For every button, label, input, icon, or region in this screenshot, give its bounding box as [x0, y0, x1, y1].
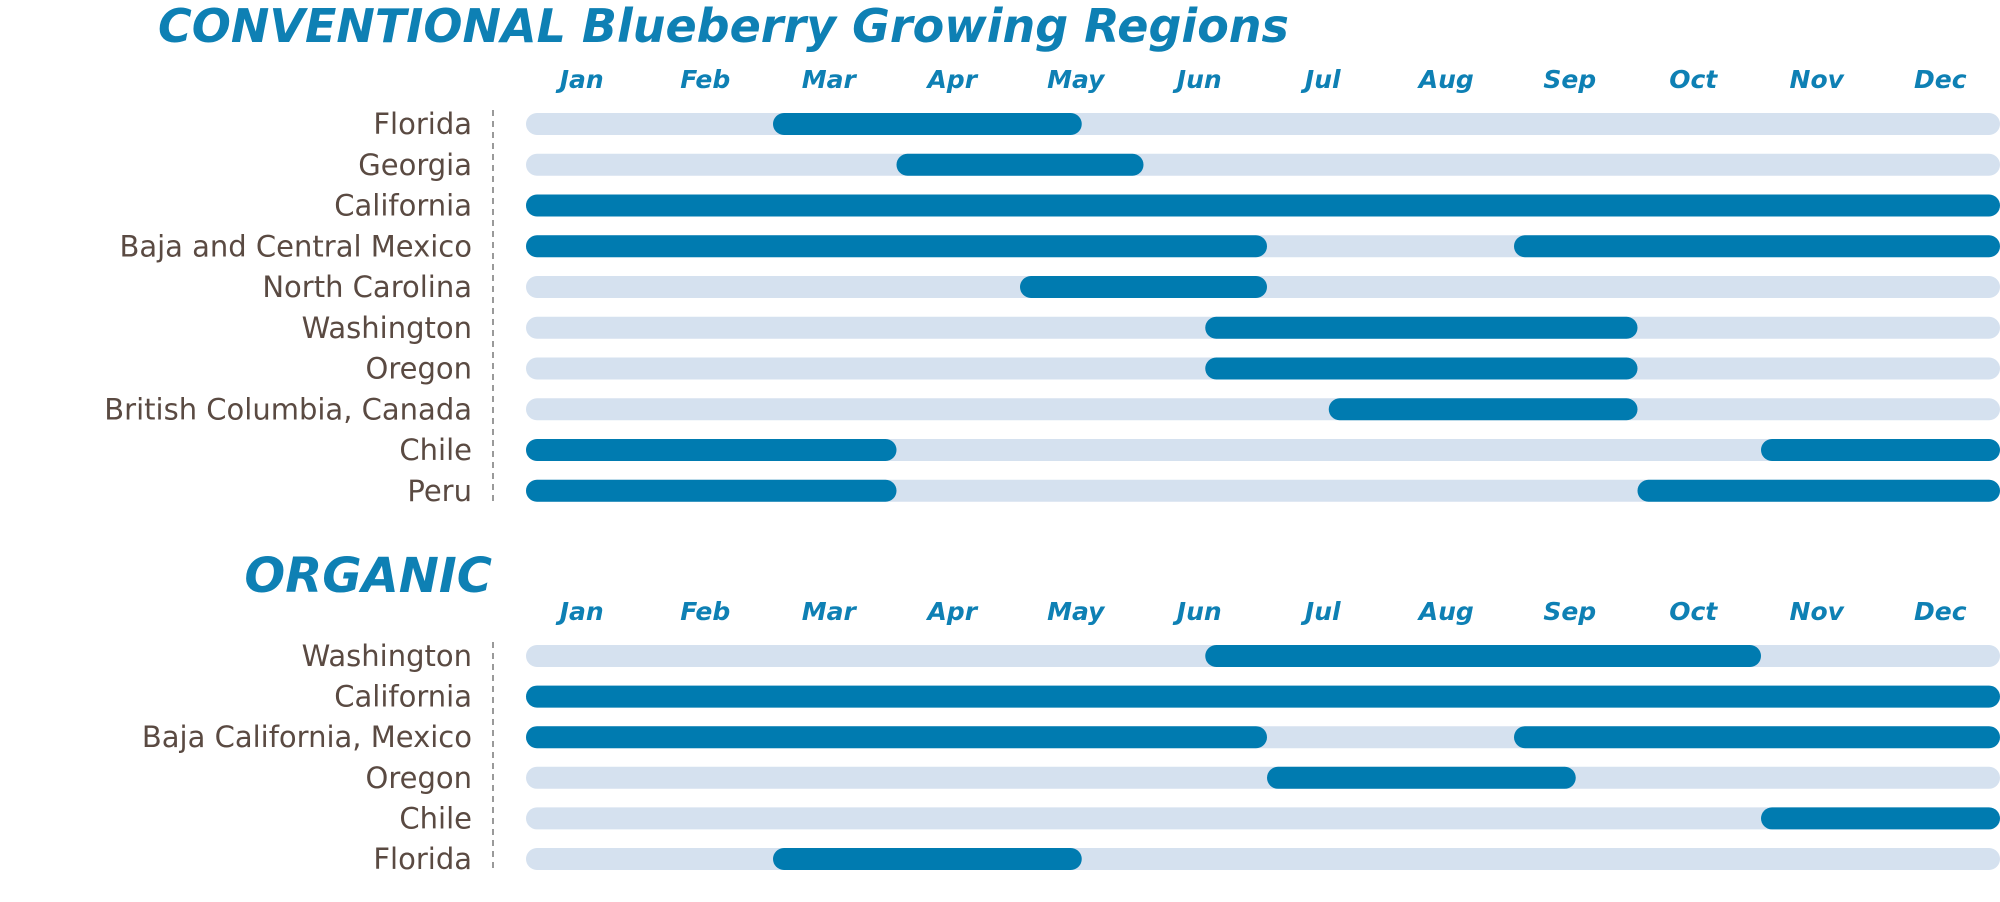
- season-bar-peru-2: [1638, 480, 2000, 502]
- track-british-columbia-canada: [526, 398, 2000, 420]
- month-label-dec: Dec: [1914, 65, 1967, 94]
- month-label-sep: Sep: [1543, 597, 1596, 626]
- month-label-nov: Nov: [1790, 65, 1845, 94]
- season-bar-georgia-1: [897, 154, 1144, 176]
- month-label-may: May: [1047, 597, 1106, 626]
- month-label-jun: Jun: [1172, 597, 1222, 626]
- region-label-washington: Washington: [302, 311, 472, 345]
- month-label-jul: Jul: [1300, 65, 1341, 94]
- region-label-washington: Washington: [302, 639, 472, 673]
- season-bar-california-1: [526, 195, 2000, 217]
- month-label-aug: Aug: [1417, 597, 1474, 626]
- month-label-feb: Feb: [680, 65, 730, 94]
- track-georgia: [526, 154, 2000, 176]
- region-label-north-carolina: North Carolina: [262, 270, 472, 304]
- region-label-georgia: Georgia: [358, 148, 472, 182]
- season-bar-florida-1: [773, 113, 1082, 135]
- season-bar-florida-1: [773, 848, 1082, 870]
- season-bar-baja-and-central-mexico-1: [526, 235, 1267, 257]
- month-label-dec: Dec: [1914, 597, 1967, 626]
- season-bar-california-1: [526, 686, 2000, 708]
- chart-section-conv: CONVENTIONAL Blueberry Growing Regions Ja…: [104, 0, 2000, 508]
- month-label-mar: Mar: [802, 597, 858, 626]
- month-label-may: May: [1047, 65, 1106, 94]
- month-label-jul: Jul: [1300, 597, 1341, 626]
- season-bar-chile-1: [1761, 807, 2000, 829]
- region-label-chile: Chile: [399, 801, 472, 835]
- region-label-british-columbia-canada: British Columbia, Canada: [104, 392, 472, 426]
- month-label-feb: Feb: [680, 597, 730, 626]
- season-bar-oregon-1: [1205, 358, 1637, 380]
- region-label-peru: Peru: [407, 474, 472, 508]
- region-label-chile: Chile: [399, 433, 472, 467]
- region-label-oregon: Oregon: [366, 761, 472, 795]
- month-label-apr: Apr: [925, 597, 978, 626]
- season-bar-chile-2: [1761, 439, 2000, 461]
- month-label-jan: Jan: [555, 65, 604, 94]
- track-florida: [526, 848, 2000, 870]
- season-bar-washington-1: [1205, 645, 1761, 667]
- month-label-apr: Apr: [925, 65, 978, 94]
- month-label-jun: Jun: [1172, 65, 1222, 94]
- month-label-sep: Sep: [1543, 65, 1596, 94]
- season-bar-british-columbia-canada-1: [1329, 398, 1638, 420]
- season-bar-oregon-1: [1267, 767, 1576, 789]
- month-label-oct: Oct: [1669, 597, 1718, 626]
- region-label-oregon: Oregon: [366, 352, 472, 386]
- track-florida: [526, 113, 2000, 135]
- region-label-california: California: [334, 189, 472, 223]
- chart-title-conv: CONVENTIONAL Blueberry Growing Regions: [158, 0, 1289, 53]
- month-label-nov: Nov: [1790, 597, 1845, 626]
- season-bar-north-carolina-1: [1020, 276, 1267, 298]
- month-label-oct: Oct: [1669, 65, 1718, 94]
- region-label-florida: Florida: [373, 107, 472, 141]
- season-bar-washington-1: [1205, 317, 1637, 339]
- chart-title-org: ORGANIC: [244, 548, 492, 604]
- track-oregon: [526, 767, 2000, 789]
- region-label-california: California: [334, 680, 472, 714]
- season-bar-baja-california-mexico-2: [1514, 726, 2000, 748]
- month-label-aug: Aug: [1417, 65, 1474, 94]
- season-bar-chile-1: [526, 439, 897, 461]
- chart-section-org: ORGANIC Jan Feb Mar Apr May Jun Jul Aug Sep Oct Nov…: [142, 548, 2000, 876]
- season-bar-baja-and-central-mexico-2: [1514, 235, 2000, 257]
- region-label-baja-and-central-mexico: Baja and Central Mexico: [119, 229, 472, 263]
- season-bar-baja-california-mexico-1: [526, 726, 1267, 748]
- region-label-baja-california-mexico: Baja California, Mexico: [142, 720, 472, 754]
- month-label-jan: Jan: [555, 597, 604, 626]
- month-label-mar: Mar: [802, 65, 858, 94]
- season-bar-peru-1: [526, 480, 897, 502]
- region-label-florida: Florida: [373, 842, 472, 876]
